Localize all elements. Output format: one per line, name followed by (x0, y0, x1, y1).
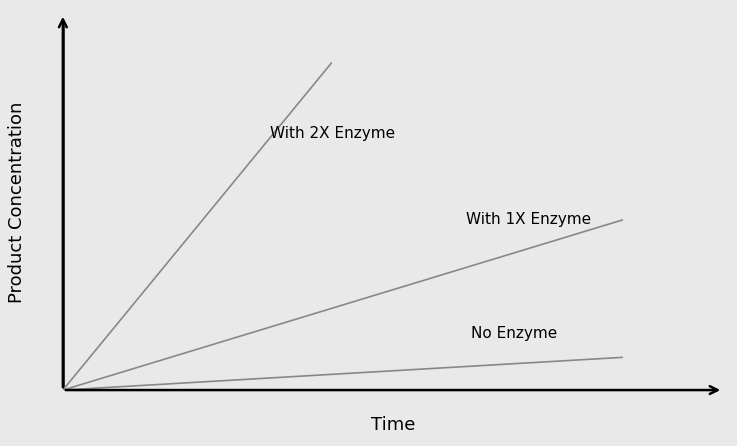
Text: With 1X Enzyme: With 1X Enzyme (466, 211, 591, 227)
Text: Time: Time (371, 417, 415, 434)
Text: Product Concentration: Product Concentration (7, 101, 26, 303)
Text: No Enzyme: No Enzyme (472, 326, 558, 341)
Text: With 2X Enzyme: With 2X Enzyme (270, 127, 395, 141)
